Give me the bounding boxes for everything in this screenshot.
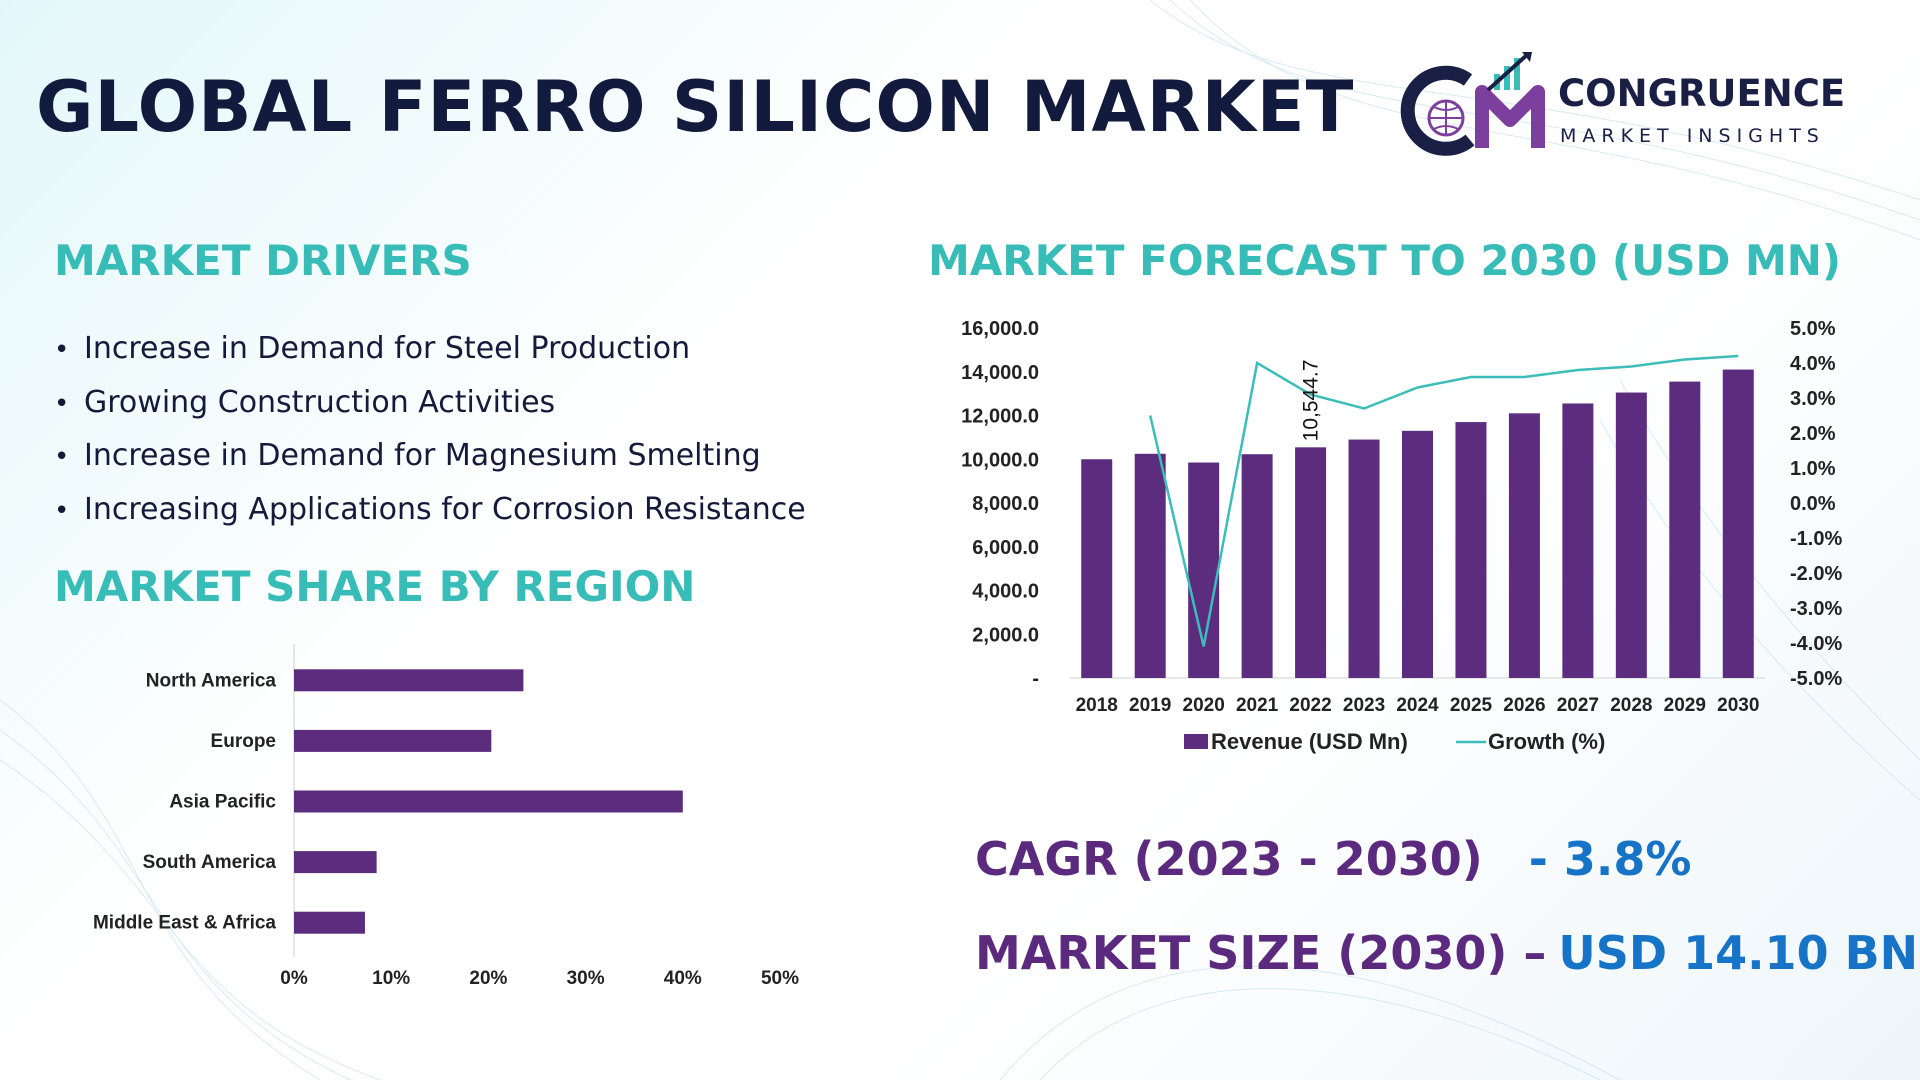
company-logo: CONGRUENCE MARKET INSIGHTS [1398,50,1898,160]
forecast-x-tick: 2024 [1396,695,1439,716]
revenue-bar [1241,454,1273,678]
logo-tagline: MARKET INSIGHTS [1560,125,1825,147]
driver-item: Increasing Applications for Corrosion Re… [54,489,806,543]
region-category-label: Asia Pacific [169,792,276,813]
forecast-right-tick: 2.0% [1790,423,1836,445]
forecast-left-tick: 16,000.0 [961,318,1039,340]
forecast-left-tick: - [1032,668,1039,690]
region-category-label: North America [146,670,277,691]
revenue-bar [1134,453,1166,678]
forecast-right-tick: 3.0% [1790,388,1836,410]
forecast-left-tick: 8,000.0 [972,493,1039,515]
revenue-bar [1562,403,1594,678]
forecast-x-tick: 2019 [1129,695,1171,716]
forecast-x-tick: 2026 [1503,695,1545,716]
region-x-tick: 10% [372,968,410,989]
region-x-tick: 40% [664,968,702,989]
growth-line [1148,354,1739,647]
forecast-right-tick: 1.0% [1790,458,1836,480]
legend-label-revenue: Revenue (USD Mn) [1211,729,1408,754]
region-bar [294,911,365,934]
forecast-x-tick: 2018 [1076,695,1118,716]
region-category-label: South America [143,852,277,873]
region-x-tick: 0% [280,968,308,989]
forecast-x-tick: 2023 [1343,695,1385,716]
region-bar [294,790,683,813]
region-share-chart: North America Europe Asia Pacific South Ame… [93,644,799,989]
forecast-x-tick: 2028 [1610,695,1652,716]
region-category-label: Europe [211,731,276,752]
market-size-label: MARKET SIZE (2030) – [975,926,1547,980]
region-bar [294,669,524,692]
logo-name: CONGRUENCE [1558,72,1846,115]
revenue-bar [1402,430,1433,678]
legend-label-growth: Growth (%) [1488,729,1605,754]
forecast-left-tick: 2,000.0 [972,624,1039,646]
forecast-right-tick: -3.0% [1790,598,1842,620]
revenue-bar [1348,439,1380,678]
forecast-left-tick: 6,000.0 [972,537,1039,559]
driver-item: Growing Construction Activities [54,382,806,436]
forecast-right-tick: -2.0% [1790,563,1842,585]
forecast-x-tick: 2029 [1664,695,1706,716]
drivers-list: Increase in Demand for Steel Production … [54,328,806,542]
cagr-label: CAGR (2023 - 2030) [975,832,1483,886]
revenue-bar [1508,413,1540,678]
forecast-x-tick: 2022 [1289,695,1331,716]
revenue-bar [1615,392,1647,678]
region-x-tick: 30% [567,968,605,989]
forecast-left-tick: 10,000.0 [961,449,1039,471]
forecast-x-tick: 2027 [1557,695,1599,716]
forecast-x-tick: 2030 [1717,695,1759,716]
revenue-bar [1669,381,1701,678]
forecast-right-tick: 0.0% [1790,493,1836,515]
forecast-x-tick: 2021 [1236,695,1279,716]
forecast-left-tick: 12,000.0 [961,406,1039,428]
forecast-left-tick: 4,000.0 [972,581,1039,603]
legend-swatch-revenue [1184,734,1208,749]
market-size-value: USD 14.10 BN [1558,926,1919,980]
forecast-right-tick: -1.0% [1790,528,1842,550]
region-title: MARKET SHARE BY REGION [54,562,696,611]
revenue-bar [1722,369,1754,678]
revenue-bar [1295,447,1327,678]
logo-mark-icon [1400,52,1545,156]
driver-item: Increase in Demand for Steel Production [54,328,806,382]
market-size-stat: MARKET SIZE (2030) – USD 14.10 BN [975,926,1918,980]
region-bar [294,729,492,752]
forecast-right-tick: -5.0% [1790,668,1842,690]
forecast-right-tick: 4.0% [1790,353,1836,375]
region-bar [294,851,377,874]
forecast-left-tick: 14,000.0 [961,362,1039,384]
cagr-stat: CAGR (2023 - 2030) - 3.8% [975,832,1691,886]
page-title: GLOBAL FERRO SILICON MARKET [36,66,1355,148]
forecast-x-tick: 2020 [1183,695,1225,716]
forecast-right-tick: -4.0% [1790,633,1842,655]
region-x-tick: 20% [469,968,507,989]
forecast-chart: - 2,000.0 4,000.0 6,000.0 8,000.0 10,000.0 12,… [961,318,1842,754]
driver-item: Increase in Demand for Magnesium Smeltin… [54,435,806,489]
region-category-label: Middle East & Africa [93,913,276,934]
forecast-x-tick: 2025 [1450,695,1493,716]
cagr-value: - 3.8% [1528,832,1692,886]
region-x-tick: 50% [761,968,799,989]
revenue-bar [1081,459,1113,678]
revenue-bar [1455,422,1487,678]
forecast-title: MARKET FORECAST TO 2030 (USD MN) [928,236,1842,285]
forecast-right-tick: 5.0% [1790,318,1836,340]
drivers-title: MARKET DRIVERS [54,236,472,285]
data-label: 10,544.7 [1300,360,1323,442]
